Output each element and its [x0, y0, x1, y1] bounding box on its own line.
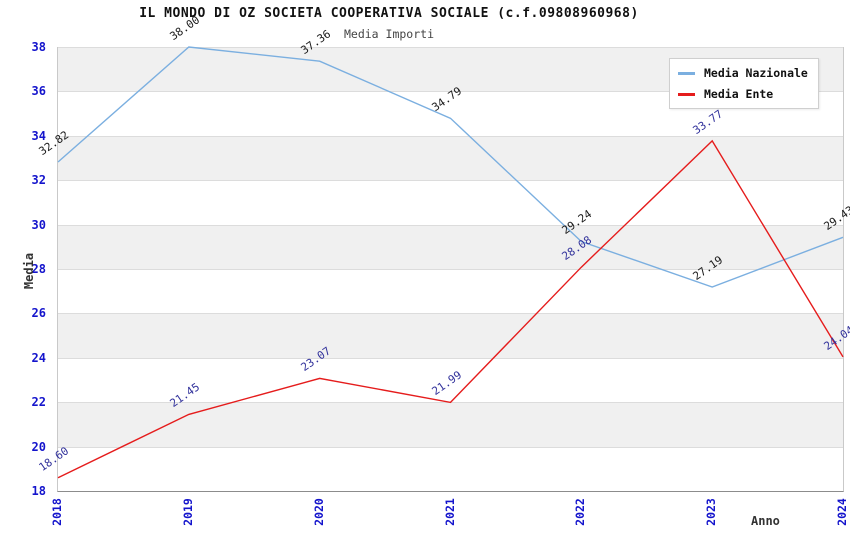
y-tick-label: 32 [31, 173, 46, 188]
plot-area: 32.82 38.00 37.36 34.79 29.24 27.19 29.43 18.60… [37, 13, 850, 492]
gridline [58, 269, 843, 270]
series-lines [57, 46, 844, 479]
x-tick-label: 2019 [180, 498, 195, 526]
y-tick-label: 26 [31, 306, 46, 321]
x-tick-label-wrap: 2024 [835, 497, 849, 537]
y-tick-label: 36 [31, 84, 46, 99]
y-tick-label: 18 [31, 484, 46, 498]
chart-title: IL MONDO DI OZ SOCIETA COOPERATIVA SOCIA… [139, 6, 639, 21]
gridline [58, 180, 843, 182]
legend-item-media-nazionale: Media Nazionale [678, 66, 808, 80]
y-tick-label: 38 [31, 40, 46, 54]
gridline [58, 313, 843, 315]
band [58, 402, 843, 447]
x-tick-label: 2021 [442, 498, 457, 526]
legend-swatch [678, 92, 695, 96]
x-tick-label: 2024 [835, 498, 850, 526]
gridline [58, 47, 843, 48]
gridline [58, 357, 843, 359]
y-axis-label-wrap: Media [22, 250, 40, 290]
x-tick-label-wrap: 2021 [443, 497, 457, 537]
legend: Media Nazionale Media Ente [669, 58, 819, 109]
legend-label: Media Nazionale [704, 66, 808, 80]
x-tick-label-wrap: 2020 [312, 497, 326, 537]
gridline [58, 446, 843, 448]
gridline [58, 91, 843, 93]
band [58, 224, 843, 269]
x-tick-label-wrap: 2018 [50, 497, 64, 537]
x-tick-label-wrap: 2023 [704, 497, 718, 537]
gridline [58, 135, 843, 137]
x-tick-label: 2023 [704, 498, 719, 526]
legend-item-media-ente: Media Ente [678, 87, 808, 101]
series-line-media-nazionale [57, 46, 844, 288]
y-tick-label: 34 [31, 128, 46, 143]
gridline [58, 224, 843, 226]
x-tick-label: 2020 [311, 498, 326, 526]
y-tick-label: 28 [31, 262, 46, 276]
y-tick-label: 30 [31, 217, 46, 232]
chart-subtitle: Media Importi [343, 27, 434, 41]
legend-label: Media Ente [704, 87, 774, 101]
legend-swatch [678, 71, 695, 75]
band [58, 135, 843, 181]
y-axis-label: Media [22, 252, 37, 290]
y-tick-label: 24 [31, 350, 46, 365]
y-tick-label: 20 [31, 439, 46, 454]
x-tick-label-wrap: 2022 [573, 497, 587, 537]
y-tick-label: 22 [31, 395, 46, 410]
x-tick-label-wrap: 2019 [181, 497, 195, 537]
series-line-media-ente [57, 139, 844, 479]
x-tick-label: 2022 [573, 498, 588, 526]
band [58, 313, 843, 358]
x-axis-label: Anno [751, 514, 780, 528]
x-tick-label: 2018 [50, 498, 65, 526]
